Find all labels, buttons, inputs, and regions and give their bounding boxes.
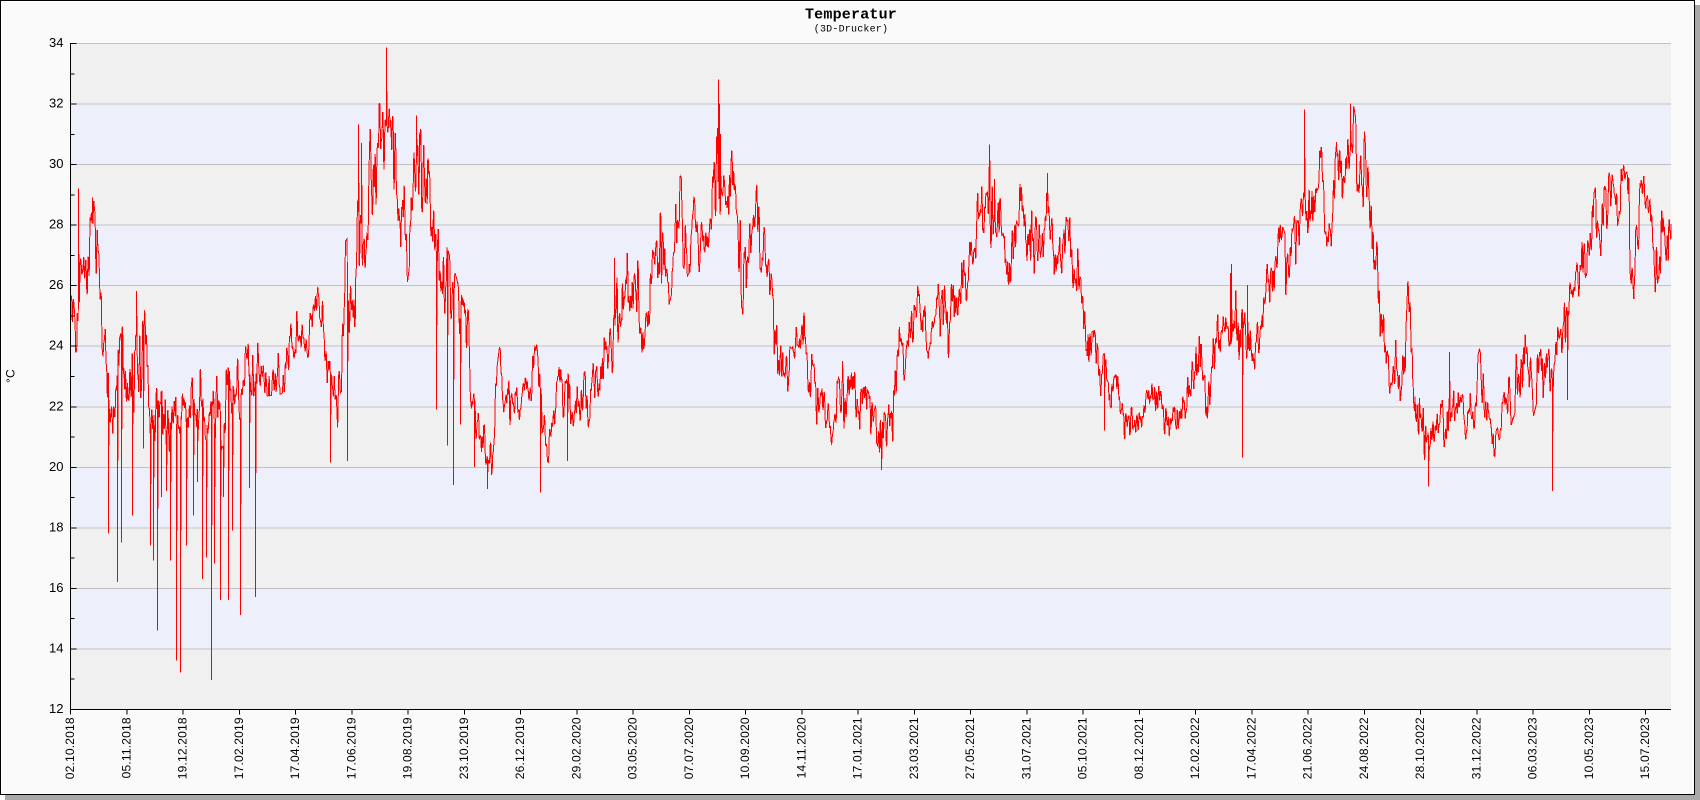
svg-text:23.10.2019: 23.10.2019 bbox=[457, 717, 471, 779]
svg-text:32: 32 bbox=[49, 96, 63, 111]
svg-text:30: 30 bbox=[49, 156, 63, 171]
svg-text:10.05.2023: 10.05.2023 bbox=[1582, 717, 1596, 779]
svg-text:31.07.2021: 31.07.2021 bbox=[1019, 717, 1033, 779]
svg-text:28: 28 bbox=[49, 217, 63, 232]
svg-text:19.12.2018: 19.12.2018 bbox=[176, 717, 190, 779]
svg-text:27.05.2021: 27.05.2021 bbox=[963, 717, 977, 779]
svg-text:05.11.2018: 05.11.2018 bbox=[119, 717, 133, 778]
svg-text:31.12.2022: 31.12.2022 bbox=[1469, 717, 1483, 779]
svg-text:28.10.2022: 28.10.2022 bbox=[1413, 717, 1427, 779]
svg-text:24.08.2022: 24.08.2022 bbox=[1357, 717, 1371, 779]
svg-text:24: 24 bbox=[49, 338, 63, 353]
svg-text:15.07.2023: 15.07.2023 bbox=[1638, 717, 1652, 779]
svg-text:16: 16 bbox=[49, 580, 63, 595]
svg-text:°C: °C bbox=[4, 369, 18, 383]
svg-text:22: 22 bbox=[49, 398, 63, 413]
svg-text:17.01.2021: 17.01.2021 bbox=[851, 717, 865, 779]
svg-text:26.12.2019: 26.12.2019 bbox=[513, 717, 527, 779]
svg-text:26: 26 bbox=[49, 277, 63, 292]
svg-text:23.03.2021: 23.03.2021 bbox=[907, 717, 921, 779]
svg-text:29.02.2020: 29.02.2020 bbox=[569, 717, 583, 779]
svg-text:Temperatur: Temperatur bbox=[805, 6, 897, 23]
svg-text:17.04.2022: 17.04.2022 bbox=[1244, 717, 1258, 779]
svg-text:(3D-Drucker): (3D-Drucker) bbox=[814, 24, 888, 36]
svg-text:20: 20 bbox=[49, 459, 63, 474]
svg-text:02.10.2018: 02.10.2018 bbox=[63, 717, 77, 779]
svg-text:17.02.2019: 17.02.2019 bbox=[232, 717, 246, 779]
svg-text:34: 34 bbox=[49, 35, 63, 50]
svg-text:18: 18 bbox=[49, 519, 63, 534]
svg-text:06.03.2023: 06.03.2023 bbox=[1526, 717, 1540, 779]
svg-text:17.06.2019: 17.06.2019 bbox=[344, 717, 358, 779]
svg-text:12: 12 bbox=[49, 701, 63, 716]
svg-text:10.09.2020: 10.09.2020 bbox=[738, 717, 752, 779]
svg-text:14.11.2020: 14.11.2020 bbox=[794, 717, 808, 778]
svg-text:14: 14 bbox=[49, 640, 63, 655]
svg-text:08.12.2021: 08.12.2021 bbox=[1132, 717, 1146, 779]
svg-text:12.02.2022: 12.02.2022 bbox=[1188, 717, 1202, 779]
svg-text:03.05.2020: 03.05.2020 bbox=[626, 717, 640, 779]
svg-text:05.10.2021: 05.10.2021 bbox=[1076, 717, 1090, 779]
svg-text:21.06.2022: 21.06.2022 bbox=[1301, 717, 1315, 779]
svg-text:17.04.2019: 17.04.2019 bbox=[288, 717, 302, 779]
svg-text:19.08.2019: 19.08.2019 bbox=[401, 717, 415, 779]
svg-text:07.07.2020: 07.07.2020 bbox=[682, 717, 696, 779]
